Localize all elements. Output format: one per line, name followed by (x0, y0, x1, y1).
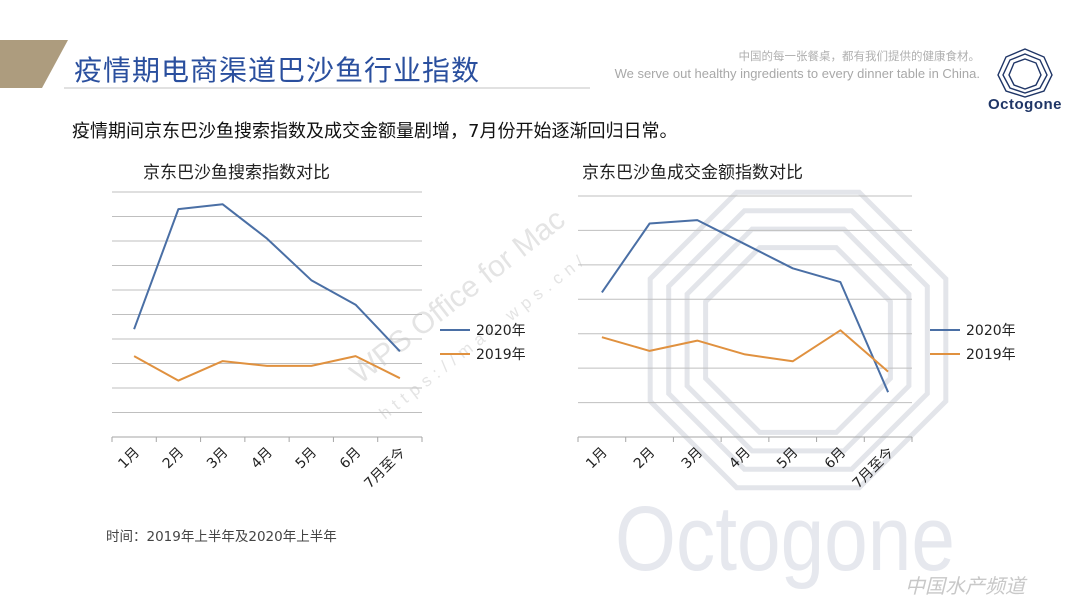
footer-watermark: 中国水产频道 (905, 574, 1025, 598)
legend-label: 2020年 (966, 323, 1016, 339)
x-tick-label: 3月 (679, 445, 707, 473)
octagon-ring (647, 189, 949, 491)
x-tick-label: 6月 (337, 445, 365, 473)
octagon-ring (684, 226, 912, 454)
x-tick-label: 1月 (115, 445, 143, 473)
chart-2: 1月 2月 3月 4月 5月 6月 7月至今 2020年 2019年 (577, 195, 1016, 492)
chart-2-title: 京东巴沙鱼成交金额指数对比 (582, 163, 803, 183)
legend-label: 2020年 (476, 323, 526, 339)
page-subtitle: 疫情期间京东巴沙鱼搜索指数及成交金额量剧增，7月份开始逐渐回归日常。 (72, 121, 678, 142)
brand-watermark-text: Octogone (615, 488, 955, 590)
x-tick-label: 6月 (822, 445, 850, 473)
x-tick-label: 4月 (726, 445, 754, 473)
x-tick-label: 1月 (583, 445, 611, 473)
title-underline (64, 87, 590, 89)
page-title: 疫情期电商渠道巴沙鱼行业指数 (74, 54, 481, 87)
series-line-2020年 (601, 219, 890, 393)
x-tick-label: 7月至今 (850, 445, 897, 492)
series-line-2020年 (133, 203, 401, 352)
x-tick-label: 4月 (248, 445, 276, 473)
x-tick-label: 5月 (774, 445, 802, 473)
footnote: 时间：2019年上半年及2020年上半年 (106, 529, 337, 545)
x-tick-label: 5月 (293, 445, 321, 473)
x-tick-label: 3月 (204, 445, 232, 473)
tagline-en: We serve out healthy ingredients to ever… (614, 66, 980, 81)
title-bar (0, 40, 590, 90)
tagline-cn: 中国的每一张餐桌，都有我们提供的健康食材。 (738, 49, 981, 63)
chart-1-title: 京东巴沙鱼搜索指数对比 (143, 163, 330, 183)
series-line-2019年 (601, 329, 889, 373)
octagon-ring (703, 245, 893, 435)
x-tick-label: 2月 (631, 445, 659, 473)
legend-label: 2019年 (476, 347, 526, 363)
x-tick-label: 2月 (160, 445, 188, 473)
octagon-ring (666, 208, 930, 472)
octogone-logo-icon (997, 48, 1053, 98)
logo-text: Octogone (988, 96, 1062, 113)
octagon-watermark-icon (647, 189, 949, 491)
x-tick-label: 7月至今 (361, 445, 408, 492)
accent-shape (0, 40, 68, 88)
series-line-2019年 (133, 355, 401, 382)
legend-label: 2019年 (966, 347, 1016, 363)
